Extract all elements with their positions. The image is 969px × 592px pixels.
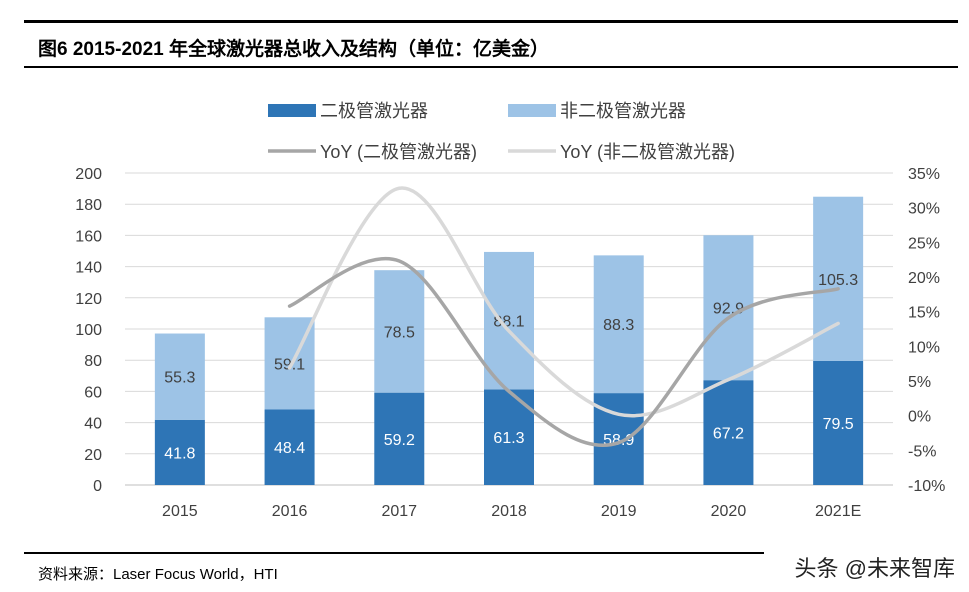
y-tick-label: 20: [84, 447, 102, 464]
y2-tick-label: 35%: [908, 166, 940, 183]
data-label-non-diode: 88.1: [493, 314, 524, 331]
y2-tick-label: -10%: [908, 478, 945, 495]
x-tick-label: 2016: [272, 503, 308, 520]
data-label-non-diode: 55.3: [164, 370, 195, 387]
y-tick-label: 180: [75, 197, 102, 214]
data-label-diode: 67.2: [713, 426, 744, 443]
top-rule: [24, 20, 958, 23]
x-tick-label: 2020: [711, 503, 747, 520]
y-tick-label: 160: [75, 228, 102, 245]
data-label-non-diode: 105.3: [818, 272, 858, 289]
y2-tick-label: 0%: [908, 409, 931, 426]
bar-diode: [703, 380, 754, 485]
y-tick-label: 200: [75, 166, 102, 183]
bar-diode: [264, 409, 315, 485]
bar-non-diode: [593, 255, 644, 394]
yoy-line: [287, 186, 840, 418]
bar-diode: [813, 360, 864, 485]
legend-swatch: [268, 104, 316, 117]
data-label-diode: 79.5: [823, 416, 854, 433]
y-tick-label: 80: [84, 353, 102, 370]
bar-non-diode: [374, 270, 425, 393]
data-label-diode: 61.3: [493, 430, 524, 447]
data-label-diode: 59.2: [384, 432, 415, 449]
bar-diode: [374, 392, 425, 485]
y2-tick-label: 25%: [908, 235, 940, 252]
y-tick-label: 40: [84, 416, 102, 433]
legend-label: 非二极管激光器: [560, 101, 686, 121]
data-label-non-diode: 78.5: [384, 324, 415, 341]
legend-swatch: [508, 104, 556, 117]
data-label-non-diode: 92.9: [713, 301, 744, 318]
legend-label: 二极管激光器: [320, 101, 428, 121]
y-tick-label: 100: [75, 322, 102, 339]
y2-tick-label: 5%: [908, 374, 931, 391]
bottom-rule: [24, 552, 764, 554]
y2-tick-label: -5%: [908, 443, 936, 460]
y-tick-label: 60: [84, 384, 102, 401]
x-tick-label: 2019: [601, 503, 637, 520]
legend-label: YoY (非二极管激光器): [560, 142, 735, 162]
y2-tick-label: 15%: [908, 305, 940, 322]
chart-title: 图6 2015-2021 年全球激光器总收入及结构（单位：亿美金）: [38, 39, 549, 60]
x-tick-label: 2017: [381, 503, 417, 520]
data-label-diode: 41.8: [164, 445, 195, 462]
data-label-diode: 48.4: [274, 440, 305, 457]
y-tick-label: 0: [93, 478, 102, 495]
y-tick-label: 140: [75, 260, 102, 277]
bar-non-diode: [154, 333, 205, 420]
y-tick-label: 120: [75, 291, 102, 308]
x-tick-label: 2018: [491, 503, 527, 520]
data-label-non-diode: 88.3: [603, 317, 634, 334]
x-tick-label: 2015: [162, 503, 198, 520]
y2-tick-label: 30%: [908, 201, 940, 218]
x-tick-label: 2021E: [815, 503, 861, 520]
y2-tick-label: 10%: [908, 339, 940, 356]
bar-non-diode: [484, 251, 534, 390]
y2-tick-label: 20%: [908, 270, 940, 287]
watermark: 头条 @未来智库: [794, 556, 955, 581]
title-rule: [24, 66, 958, 68]
source-note: 资料来源：Laser Focus World，HTI: [38, 566, 278, 583]
legend-label: YoY (二极管激光器): [320, 142, 477, 162]
yoy-line: [287, 257, 840, 448]
bar-diode: [154, 419, 205, 485]
